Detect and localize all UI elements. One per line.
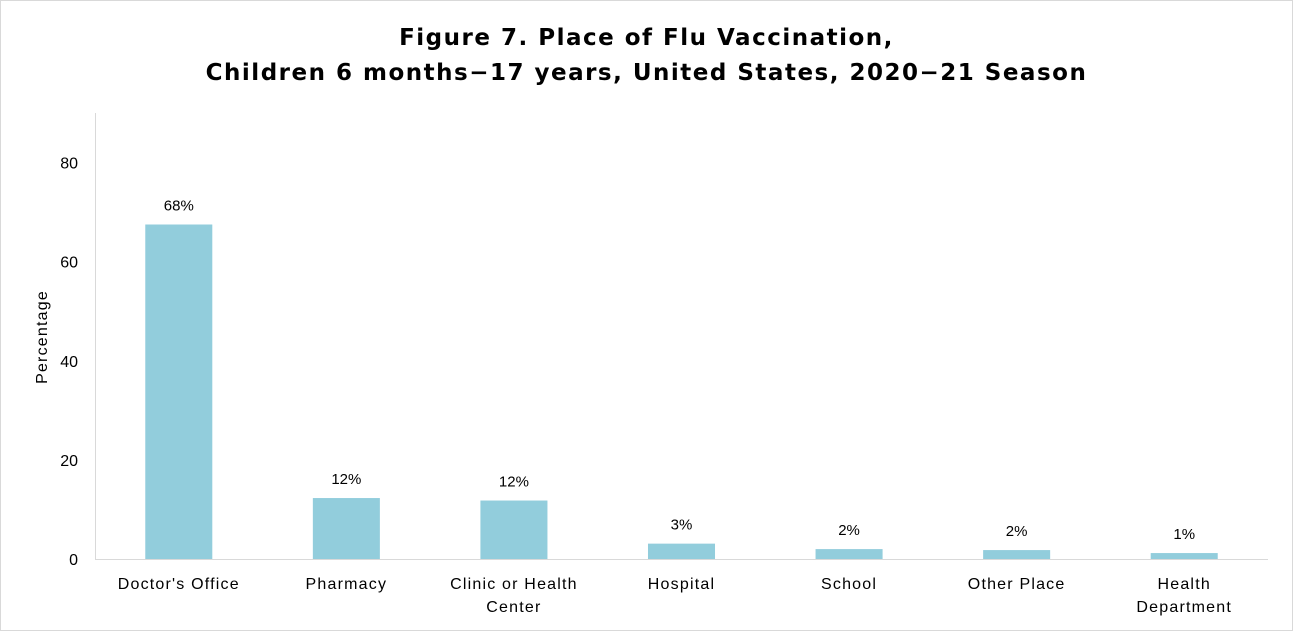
bar-2 (480, 500, 548, 559)
y-tick-labels: 0 20 40 60 80 (60, 156, 78, 569)
category-label-4-0: School (821, 576, 877, 593)
data-label-4: 2% (838, 522, 860, 539)
data-label-0: 68% (164, 198, 194, 215)
data-labels: 68% 12% 12% 3% 2% 2% 1% (164, 198, 1195, 544)
category-label-1-0: Pharmacy (306, 576, 388, 593)
category-label-2-0: Clinic or Health (450, 576, 578, 593)
y-tick-label-0: 0 (69, 552, 78, 569)
bar-4 (815, 549, 883, 559)
data-label-6: 1% (1173, 526, 1195, 543)
data-label-1: 12% (331, 471, 361, 488)
bar-6 (1150, 553, 1218, 559)
data-label-2: 12% (499, 474, 529, 491)
category-label-3-0: Hospital (648, 576, 715, 593)
category-label-0-0: Doctor's Office (118, 576, 240, 593)
category-label-6-1: Department (1136, 599, 1232, 616)
data-label-3: 3% (671, 517, 693, 534)
bars (145, 224, 1218, 559)
y-tick-label-4: 80 (60, 156, 78, 173)
chart-title: Figure 7. Place of Flu Vaccination, Chil… (1, 21, 1292, 91)
category-labels: Doctor's Office Pharmacy Clinic or Health C… (118, 576, 1232, 616)
category-label-5-0: Other Place (968, 576, 1066, 593)
bar-1 (312, 498, 380, 559)
y-tick-label-1: 20 (60, 453, 78, 470)
y-tick-label-2: 40 (60, 354, 78, 371)
bar-3 (647, 543, 716, 559)
data-label-5: 2% (1006, 523, 1028, 540)
chart-title-line-2: Children 6 months−17 years, United State… (205, 60, 1088, 86)
y-axis-title: Percentage (34, 290, 51, 384)
category-label-6-0: Health (1157, 576, 1210, 593)
chart-title-line-1: Figure 7. Place of Flu Vaccination, (399, 25, 894, 51)
bar-5 (983, 550, 1051, 559)
category-label-2-1: Center (486, 599, 541, 616)
bar-0 (145, 224, 213, 559)
y-tick-label-3: 60 (60, 255, 78, 272)
